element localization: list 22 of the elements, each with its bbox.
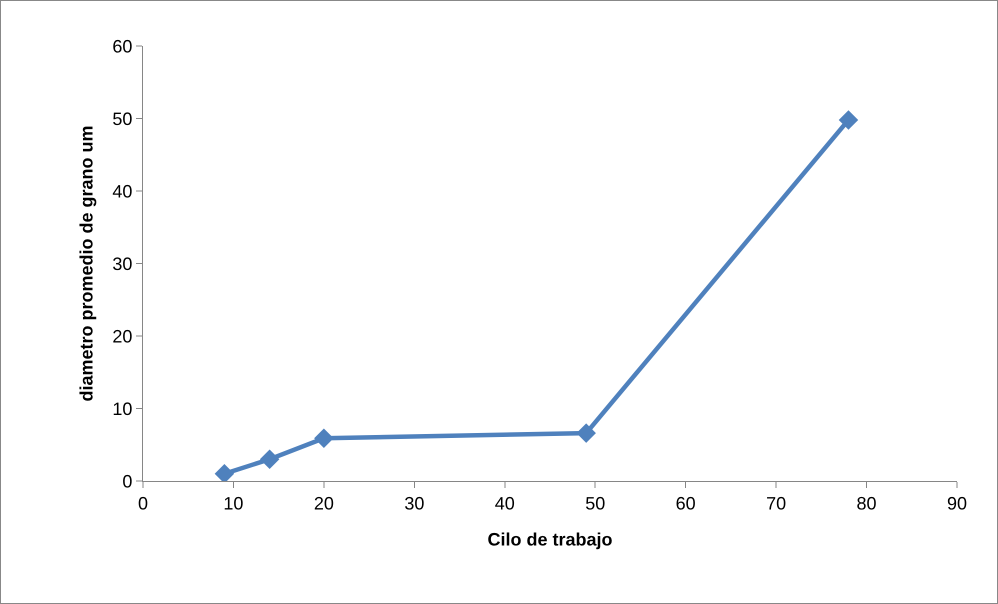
- point: [838, 110, 858, 130]
- y-tick-label: 30: [112, 254, 132, 274]
- y-tick-label: 0: [122, 471, 132, 492]
- x-tick-label: 60: [676, 494, 696, 514]
- x-tick-label: 0: [138, 494, 148, 514]
- y-tick-label: 10: [112, 398, 132, 419]
- point: [260, 450, 280, 469]
- x-tick-label: 40: [494, 494, 515, 514]
- y-tick-label: 50: [112, 108, 132, 129]
- y-tick-label: 40: [112, 181, 132, 202]
- y-tick-label: 20: [112, 326, 132, 346]
- x-tick-label: 20: [314, 494, 334, 514]
- x-tick-label: 50: [585, 494, 606, 514]
- x-tick-label: 10: [223, 494, 244, 514]
- y-tick-label: 60: [112, 36, 132, 56]
- y-axis-title: diametro promedio de grano um: [76, 125, 97, 402]
- x-tick-label: 70: [766, 494, 786, 514]
- point: [314, 428, 334, 448]
- x-tick-label: 90: [946, 494, 968, 514]
- x-tick-label: 80: [856, 494, 877, 514]
- x-axis-title: Cilo de trabajo: [487, 530, 613, 550]
- x-tick-label: 30: [404, 494, 424, 514]
